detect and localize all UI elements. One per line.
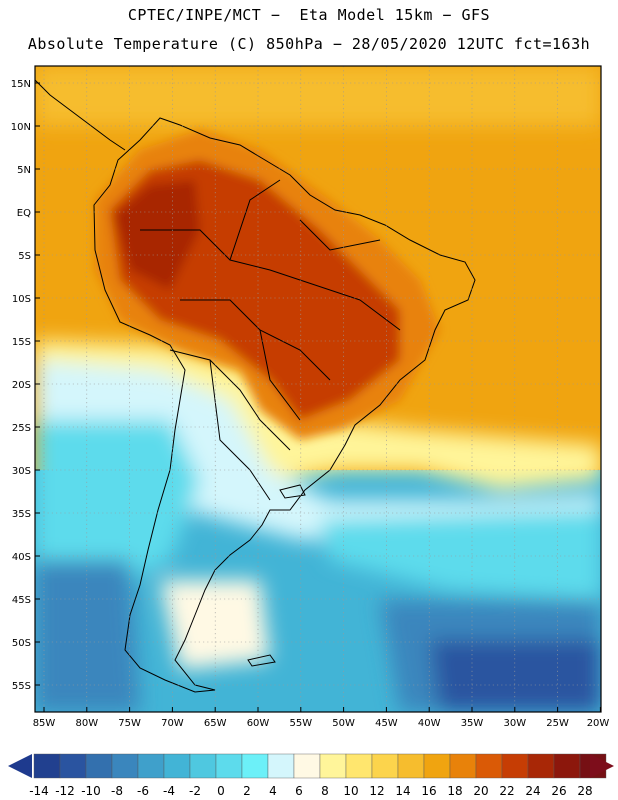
- colorbar-swatch: [267, 753, 295, 779]
- lon-label: 25W: [546, 718, 569, 729]
- colorbar-label: 24: [525, 784, 540, 798]
- longitude-labels: 85W 80W 75W 70W 65W 60W 55W 50W 45W 40W …: [33, 718, 610, 729]
- lat-label: 5N: [17, 165, 31, 176]
- colorbar-swatch: [345, 753, 373, 779]
- colorbar-swatch: [449, 753, 477, 779]
- lon-label: 50W: [332, 718, 355, 729]
- colorbar-swatch: [137, 753, 165, 779]
- lon-label: 20W: [587, 718, 610, 729]
- field-amazon-hottest: [115, 180, 200, 290]
- lon-label: 60W: [247, 718, 270, 729]
- lat-label: 40S: [12, 552, 31, 563]
- lon-label: 35W: [461, 718, 484, 729]
- lat-label: 55S: [12, 681, 31, 692]
- temperature-field: [35, 66, 601, 712]
- colorbar-swatch: [319, 753, 347, 779]
- colorbar-label: 4: [269, 784, 277, 798]
- field-north-band: [35, 66, 601, 126]
- colorbar-swatch: [85, 753, 113, 779]
- latitude-labels: 15N 10N 5N EQ 5S 10S 15S 20S 25S 30S 35S…: [11, 79, 31, 692]
- colorbar-label: 12: [369, 784, 384, 798]
- lon-label: 80W: [75, 718, 98, 729]
- colorbar-swatch: [241, 753, 269, 779]
- lat-label: 25S: [12, 423, 31, 434]
- colorbar-label: -10: [81, 784, 101, 798]
- field-atlantic-cool: [320, 510, 601, 600]
- colorbar-label: 14: [395, 784, 410, 798]
- field-pacific-cool: [35, 420, 200, 600]
- colorbar-swatch: [501, 753, 529, 779]
- lon-label: 65W: [204, 718, 227, 729]
- colorbar-label: 2: [243, 784, 251, 798]
- lat-label: 20S: [12, 380, 31, 391]
- field-atlantic-coldest: [430, 640, 601, 712]
- colorbar-label: 16: [421, 784, 436, 798]
- lat-label: 30S: [12, 466, 31, 477]
- lat-label: 5S: [18, 251, 31, 262]
- colorbar-label: -12: [55, 784, 75, 798]
- falkland-islands: [247, 654, 276, 667]
- colorbar-label: 28: [577, 784, 592, 798]
- map-frame: [34, 65, 602, 713]
- lon-label: 40W: [418, 718, 441, 729]
- colorbar-label: 20: [473, 784, 488, 798]
- colorbar-swatch: [33, 753, 61, 779]
- colorbar-label: 10: [343, 784, 358, 798]
- lon-label: 55W: [289, 718, 312, 729]
- country-borders: [140, 179, 401, 501]
- lat-label: 45S: [12, 595, 31, 606]
- colorbar-swatch: [527, 753, 555, 779]
- lon-label: 30W: [503, 718, 526, 729]
- lat-label: EQ: [17, 208, 31, 219]
- colorbar-swatch: [397, 753, 425, 779]
- lon-label: 45W: [375, 718, 398, 729]
- colorbar-label: 22: [499, 784, 514, 798]
- colorbar-label: 26: [551, 784, 566, 798]
- field-pacific-cold: [35, 560, 140, 712]
- lat-label: 10S: [12, 294, 31, 305]
- lat-label: 10N: [11, 122, 31, 133]
- map-title-line-2: Absolute Temperature (C) 850hPa − 28/05/…: [27, 35, 591, 53]
- colorbar-swatch: [371, 753, 399, 779]
- colorbar-swatch: [215, 753, 243, 779]
- colorbar-label: 6: [295, 784, 303, 798]
- colorbar-swatch: [293, 753, 321, 779]
- colorbar: -14 -12 -10 -8 -6 -4 -2 0 2 4 6 8 10 12 …: [8, 753, 614, 798]
- lon-label: 85W: [33, 718, 56, 729]
- colorbar-swatch: [111, 753, 139, 779]
- colorbar-over-arrow: [590, 754, 614, 778]
- colorbar-label: -6: [137, 784, 149, 798]
- lat-label: 15N: [11, 79, 31, 90]
- colorbar-label: -8: [111, 784, 123, 798]
- lon-label: 70W: [161, 718, 184, 729]
- lat-label: 15S: [12, 337, 31, 348]
- colorbar-label: -2: [189, 784, 201, 798]
- lat-label: 50S: [12, 638, 31, 649]
- map-title-line-1: CPTEC/INPE/MCT − Eta Model 15km − GFS: [127, 6, 491, 24]
- tick-marks: [35, 82, 601, 712]
- colorbar-swatch: [423, 753, 451, 779]
- lat-label: 35S: [12, 509, 31, 520]
- colorbar-swatch: [553, 753, 581, 779]
- south-america-coastline: [93, 117, 476, 693]
- colorbar-label: -4: [163, 784, 175, 798]
- central-america-coast: [35, 79, 126, 151]
- gridlines: [35, 66, 601, 712]
- uruguay-lagoon: [279, 484, 306, 499]
- colorbar-swatch: [163, 753, 191, 779]
- lon-label: 75W: [118, 718, 141, 729]
- colorbar-swatch: [475, 753, 503, 779]
- colorbar-swatch: [59, 753, 87, 779]
- colorbar-label: 8: [321, 784, 329, 798]
- colorbar-label: 18: [447, 784, 462, 798]
- colorbar-label: 0: [217, 784, 225, 798]
- colorbar-under-arrow: [8, 754, 32, 778]
- colorbar-swatch: [189, 753, 217, 779]
- coastlines: [35, 79, 476, 693]
- colorbar-label: -14: [29, 784, 49, 798]
